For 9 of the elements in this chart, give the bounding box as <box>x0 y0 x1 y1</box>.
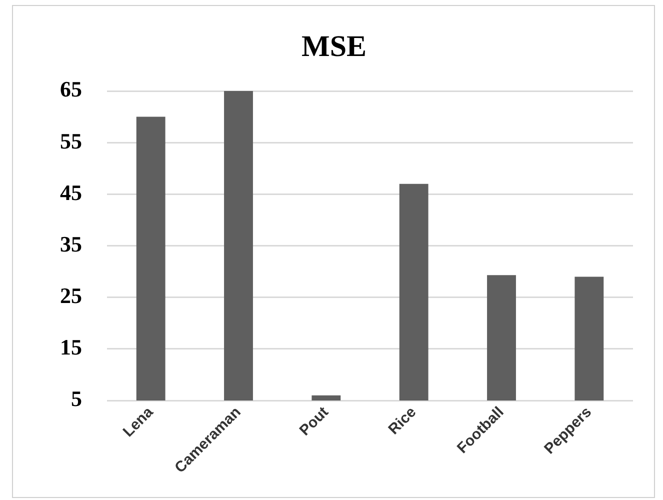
y-tick-label: 15 <box>60 334 82 360</box>
y-tick-label: 35 <box>60 231 82 256</box>
y-tick-label: 45 <box>60 180 82 205</box>
x-tick-label: Rice <box>385 404 420 438</box>
y-tick-label: 55 <box>60 128 82 154</box>
chart-title: MSE <box>301 30 367 63</box>
y-tick-label: 65 <box>60 76 82 102</box>
y-tick-label: 5 <box>71 386 82 412</box>
y-tick-label: 25 <box>60 283 82 308</box>
